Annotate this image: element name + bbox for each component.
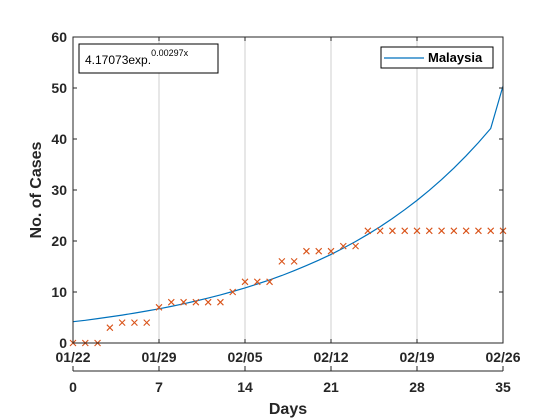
plot-background	[73, 37, 503, 343]
data-point-7	[155, 303, 163, 311]
legend-box	[380, 46, 494, 69]
data-point-5	[131, 319, 138, 326]
data-point-22	[339, 242, 347, 250]
svg-text:4.17073exp.0.00297x: 4.17073exp.0.00297x	[85, 48, 189, 67]
x-tick-label-1: 7	[155, 379, 163, 395]
y-tick-label-2: 20	[51, 233, 67, 249]
data-point-33	[475, 227, 482, 235]
y-tick-label-3: 30	[51, 182, 67, 198]
observed-markers	[69, 227, 507, 347]
data-point-17	[278, 258, 286, 265]
date-tick-label-0: 01/22	[55, 349, 90, 365]
data-point-21	[327, 247, 335, 255]
data-point-4	[118, 319, 126, 326]
data-point-34	[487, 227, 495, 235]
x-tick-label-5: 35	[495, 379, 511, 395]
y-tick-label-5: 50	[51, 80, 67, 96]
data-point-9	[180, 298, 187, 306]
data-point-14	[241, 278, 249, 286]
data-point-29	[425, 227, 433, 235]
date-tick-label-2: 02/05	[227, 349, 262, 365]
top-axis-ticks	[72, 37, 504, 343]
data-point-8	[167, 298, 175, 306]
lower-axis-area: 01/22 01/29 02/05 02/12 02/19 02/26 0 7 14 21 28 3…	[55, 349, 520, 418]
data-point-3	[106, 324, 114, 332]
fit-curve	[72, 85, 504, 323]
x-tick-label-3: 21	[323, 379, 339, 395]
data-point-10	[192, 298, 200, 306]
annotation-box	[78, 43, 219, 74]
data-point-11	[204, 298, 212, 306]
data-point-27	[401, 227, 409, 235]
date-tick-label-1: 01/29	[141, 349, 176, 365]
date-tick-labels: 01/22 01/29 02/05 02/12 02/19 02/26	[55, 349, 520, 365]
legend-label-malaysia: Malaysia	[428, 50, 483, 65]
y-tick-label-0: 0	[59, 335, 67, 351]
data-point-32	[462, 227, 470, 235]
data-point-23	[352, 242, 359, 250]
x-axis-ticks: 0 7 14 21 28 35	[69, 366, 511, 395]
y-tick-label-6: 60	[51, 29, 67, 45]
x-tick-label-2: 14	[237, 379, 253, 395]
data-point-16	[266, 278, 273, 286]
data-point-15	[253, 278, 261, 286]
data-point-24	[364, 227, 372, 235]
y-tick-label-4: 40	[51, 131, 67, 147]
data-point-25	[376, 227, 384, 235]
data-point-31	[450, 227, 458, 235]
data-point-30	[438, 227, 445, 235]
date-tick-label-3: 02/12	[313, 349, 348, 365]
fit-curve-line	[72, 85, 504, 323]
data-point-20	[315, 247, 323, 255]
legend: Malaysia	[380, 46, 494, 69]
date-tick-label-4: 02/19	[399, 349, 434, 365]
data-point-6	[143, 319, 151, 326]
upper-plot-area: 0 10 20 30 40 50 60 4.17073exp.0.00297x Malays…	[28, 29, 507, 351]
y-tick-label-1: 10	[51, 284, 67, 300]
fit-annotation: 4.17073exp.0.00297x	[78, 43, 219, 74]
data-point-19	[303, 247, 310, 255]
date-tick-label-5: 02/26	[485, 349, 520, 365]
data-point-28	[413, 227, 421, 235]
annotation-exponent: 0.00297x	[151, 48, 189, 58]
x-tick-label-0: 0	[69, 379, 77, 395]
data-point-26	[389, 227, 396, 235]
data-point-13	[229, 288, 237, 296]
x-grid-lines	[158, 37, 418, 343]
data-point-18	[290, 258, 298, 265]
x-tick-label-4: 28	[409, 379, 425, 395]
x-axis-title: Days	[269, 401, 307, 418]
y-axis-title: No. of Cases	[28, 141, 45, 238]
data-point-12	[217, 298, 224, 306]
y-axis-ticks: 0 10 20 30 40 50 60	[51, 29, 503, 351]
annotation-base: 4.17073exp.	[85, 53, 151, 67]
